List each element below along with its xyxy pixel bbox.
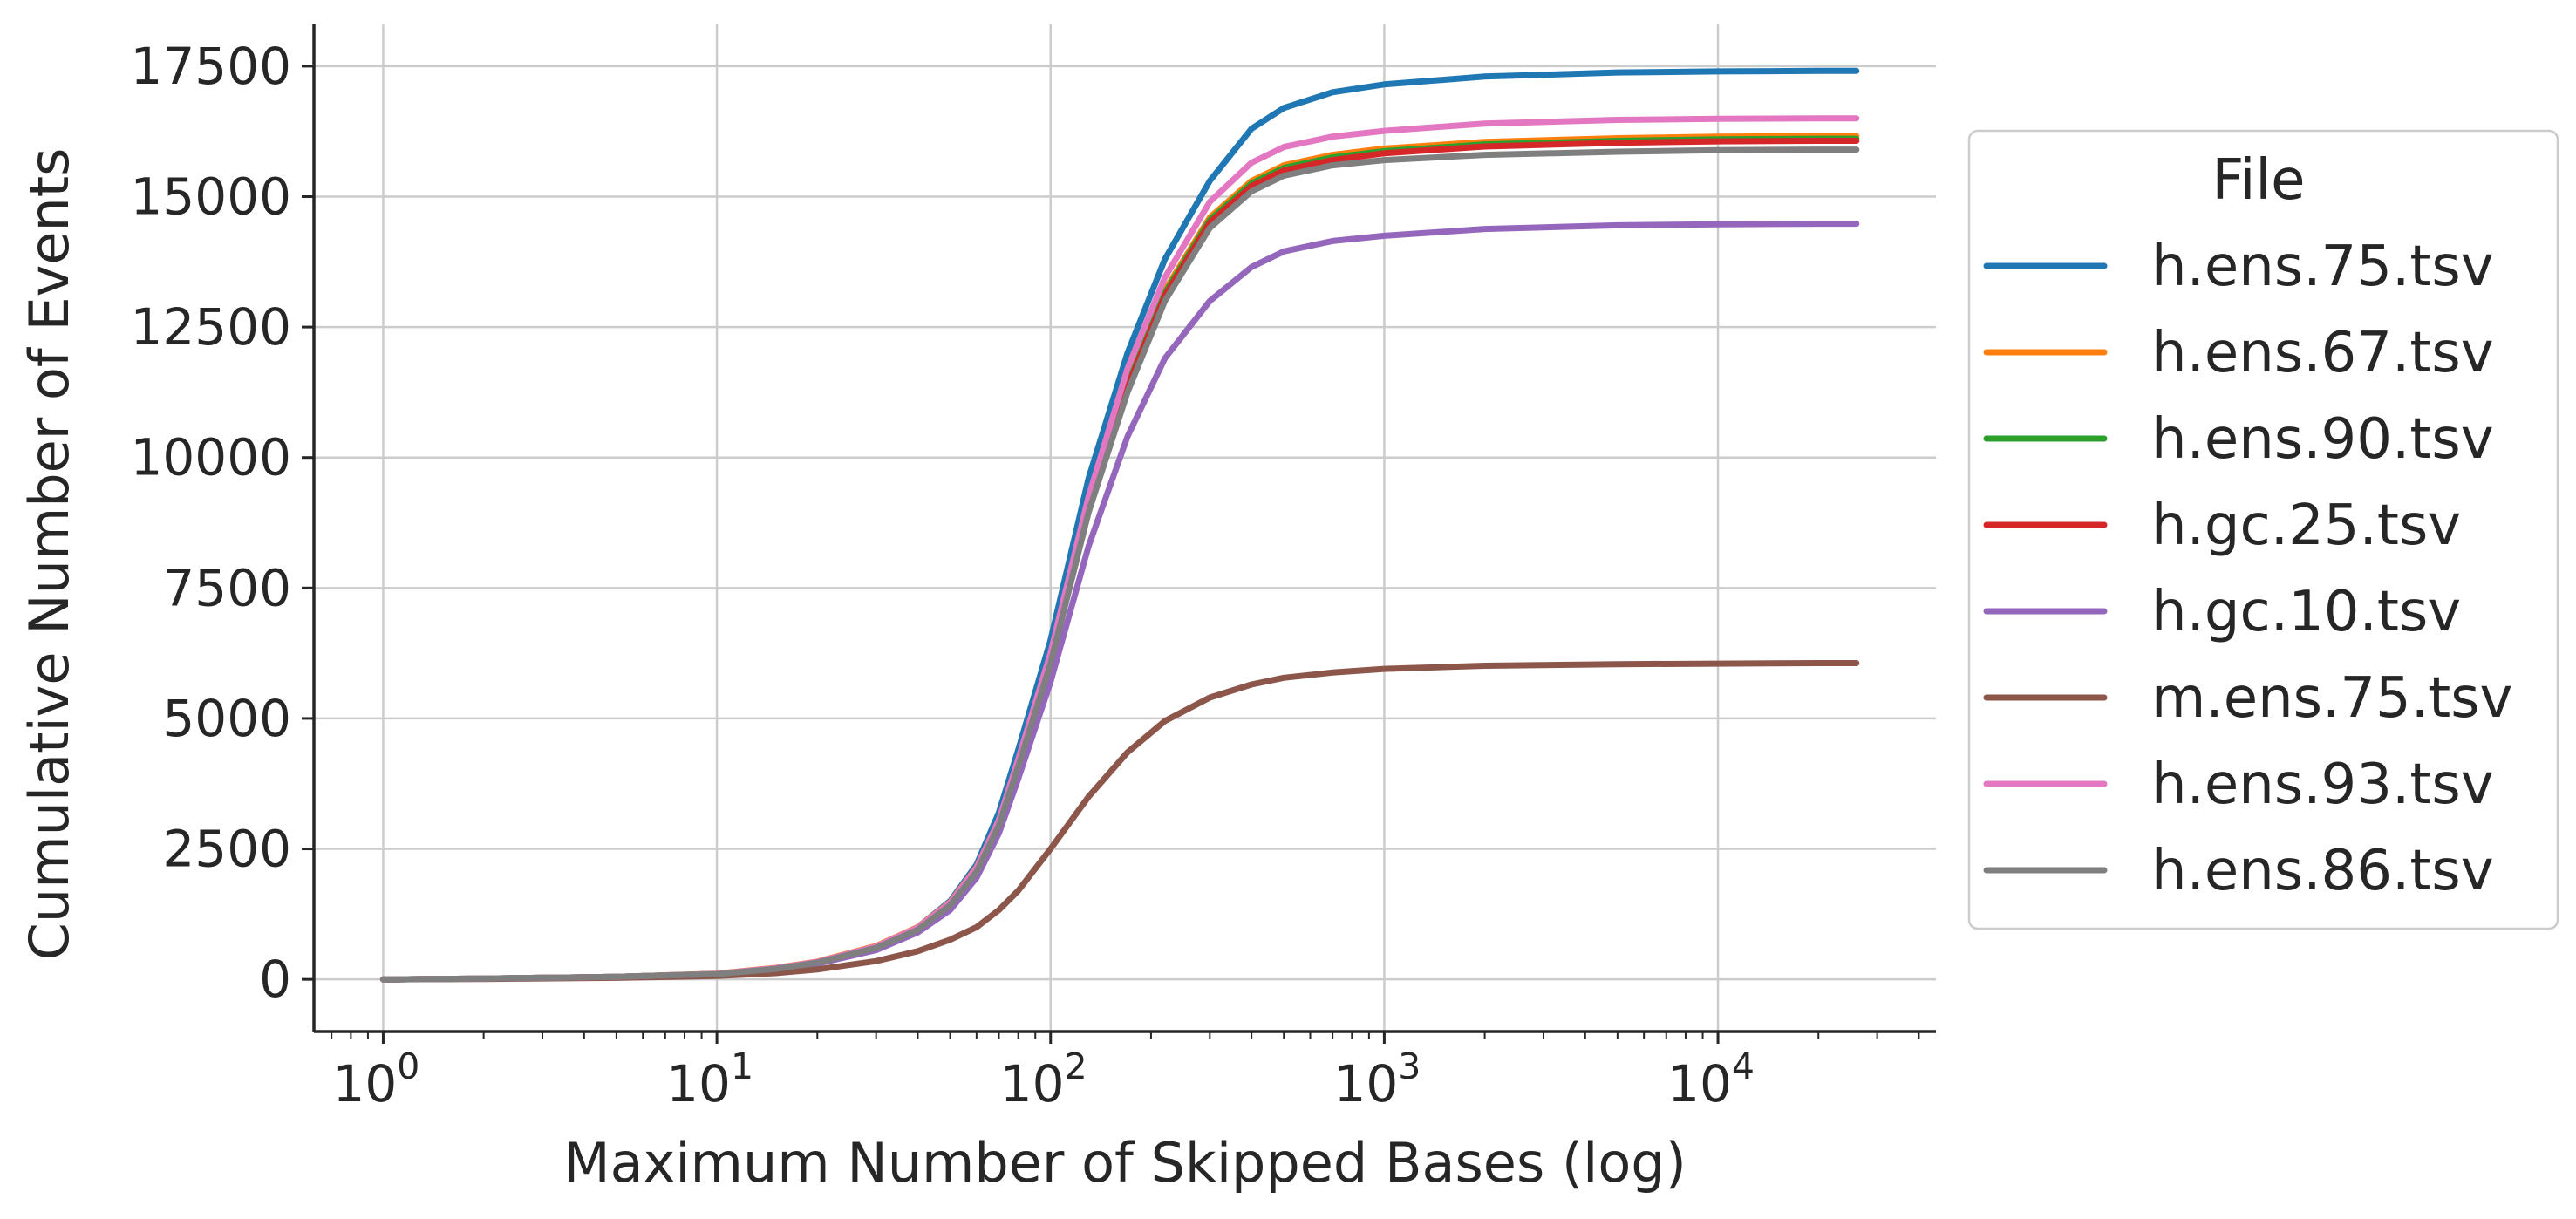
- y-tick-label: 12500: [130, 297, 291, 357]
- grid: [314, 24, 1936, 1032]
- legend-item-label: h.ens.93.tsv: [2151, 753, 2494, 817]
- x-tick-label-base: 10: [666, 1054, 731, 1113]
- y-tick-label: 10000: [130, 428, 291, 487]
- series-layer: [379, 67, 1860, 983]
- x-tick-label-base: 10: [1667, 1054, 1732, 1113]
- legend-item-label: h.gc.10.tsv: [2151, 580, 2461, 644]
- legend-item-label: m.ens.75.tsv: [2151, 666, 2512, 731]
- x-tick-label: 100: [332, 1045, 419, 1113]
- ticks: 100 101 102 103 1040250050007500100001250015…: [130, 37, 1920, 1113]
- x-tick-label-exponent: 2: [1065, 1045, 1087, 1087]
- series-line: [379, 146, 1860, 983]
- x-tick-label-exponent: 4: [1732, 1045, 1755, 1087]
- x-tick-label-exponent: 3: [1398, 1045, 1421, 1087]
- y-tick-label: 2500: [162, 820, 291, 879]
- x-tick-label: 101: [666, 1045, 753, 1113]
- legend-item-label: h.ens.75.tsv: [2151, 235, 2494, 299]
- x-tick-label-base: 10: [1000, 1054, 1065, 1113]
- legend-item-label: h.gc.25.tsv: [2151, 494, 2461, 558]
- legend-item-label: h.ens.90.tsv: [2151, 407, 2494, 472]
- x-tick-label-base: 10: [332, 1054, 397, 1113]
- x-tick-label: 104: [1667, 1045, 1755, 1113]
- y-tick-label: 0: [259, 950, 291, 1009]
- legend-item-label: h.ens.86.tsv: [2151, 839, 2494, 903]
- x-tick-label-exponent: 1: [731, 1045, 753, 1087]
- y-axis-title: Cumulative Number of Events: [17, 148, 81, 961]
- y-tick-label: 7500: [162, 558, 291, 617]
- x-tick-label: 103: [1333, 1045, 1421, 1113]
- x-tick-label-exponent: 0: [397, 1045, 419, 1087]
- legend-box: [1967, 129, 2559, 930]
- legend-title: File: [2211, 148, 2305, 213]
- y-tick-label: 15000: [130, 167, 291, 226]
- x-axis-title: Maximum Number of Skipped Bases (log): [563, 1131, 1687, 1195]
- legend-item-label: h.ens.67.tsv: [2151, 321, 2494, 385]
- y-tick-label: 17500: [130, 37, 291, 96]
- x-tick-label: 102: [1000, 1045, 1087, 1113]
- y-tick-label: 5000: [162, 689, 291, 748]
- series-line: [379, 660, 1860, 983]
- x-tick-label-base: 10: [1333, 1054, 1398, 1113]
- legend: File h.ens.75.tsv h.ens.67.tsv h.ens.90.ts…: [1967, 129, 2559, 930]
- legend-items: h.ens.75.tsv h.ens.67.tsv h.ens.90.tsv h.gc…: [1983, 235, 2512, 903]
